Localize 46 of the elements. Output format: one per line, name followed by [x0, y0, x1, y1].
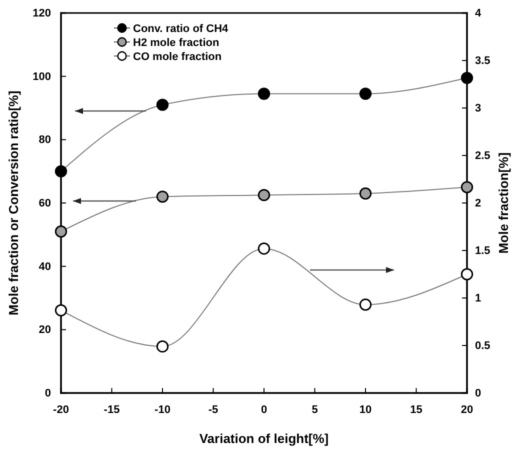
- point: [258, 88, 270, 100]
- y2-tick-label: 2.5: [475, 150, 490, 162]
- point: [54, 225, 68, 238]
- y2-tick-label: 3: [475, 102, 482, 115]
- point: [54, 165, 68, 178]
- y-tick-label: 120: [32, 8, 51, 20]
- point: [359, 298, 372, 311]
- x-tick-label: -15: [104, 404, 120, 416]
- y2-tick-label: 4: [475, 8, 482, 20]
- point: [156, 190, 169, 203]
- y2-tick-label: 1: [475, 292, 482, 305]
- point: [460, 181, 474, 194]
- legend-label: CO mole fraction: [133, 51, 222, 63]
- y-tick-label: 40: [38, 260, 51, 273]
- x-tick-label: 5: [312, 404, 318, 416]
- x-tick-label: 20: [460, 404, 474, 416]
- y2-tick-label: 2: [475, 198, 482, 210]
- point: [258, 188, 270, 202]
- y-tick-label: 0: [44, 388, 51, 400]
- y2-tick-label: 0: [475, 388, 482, 400]
- y-tick-label: 20: [38, 324, 51, 336]
- x-tick-label: -10: [154, 404, 170, 416]
- point: [156, 340, 169, 353]
- x-axis-title: Variation of leight[%]: [199, 431, 329, 446]
- point: [460, 72, 474, 84]
- y2-tick-label: 1.5: [475, 245, 490, 258]
- x-tick-label: 15: [410, 404, 422, 416]
- point: [156, 98, 169, 111]
- legend-label: Conv. ratio of CH4: [133, 23, 230, 35]
- x-tick-label: -5: [208, 404, 218, 416]
- y2-axis-title: Mole fraction[%]: [496, 152, 511, 254]
- y-axis-title: Mole fraction or Conversion ratio[%]: [6, 90, 21, 316]
- point: [359, 187, 372, 200]
- y-tick-label: 80: [38, 134, 51, 146]
- legend-label: H2 mole fraction: [133, 37, 220, 49]
- point: [359, 88, 372, 100]
- point: [460, 268, 474, 280]
- y2-tick-label: 0.5: [475, 340, 490, 352]
- y-tick-label: 60: [38, 198, 51, 210]
- y-tick-label: 100: [32, 70, 51, 83]
- x-tick-label: -20: [53, 404, 69, 416]
- y2-tick-label: 3.5: [475, 55, 490, 68]
- x-tick-label: 0: [260, 404, 268, 416]
- x-tick-label: 10: [359, 404, 372, 416]
- point: [54, 304, 68, 316]
- point: [258, 242, 270, 255]
